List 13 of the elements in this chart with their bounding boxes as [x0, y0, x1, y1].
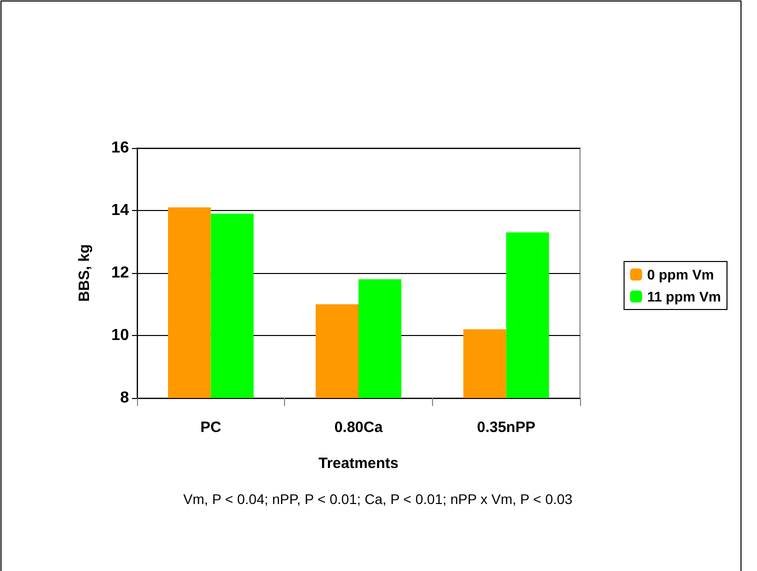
y-tick-label: 12: [111, 264, 130, 282]
text: Vm, P < 0.04; nPP, P < 0.01; Ca, P < 0.01; nPP x Vm, P < 0.03: [183, 491, 573, 507]
legend-label: 0 ppm Vm: [647, 266, 714, 282]
y-tick-label: 10: [111, 327, 130, 344]
y-tick-label: 8: [120, 390, 130, 406]
x-tick-label: PC: [200, 419, 222, 436]
x-axis-title: Treatments: [318, 455, 399, 472]
x-tick-label: 0.80Ca: [334, 419, 384, 436]
y-axis-title: BBS, kg: [76, 244, 93, 302]
y-tick-label: 14: [111, 202, 130, 219]
y-tick-label: 16: [111, 140, 130, 156]
x-tick-label: 0.35nPP: [476, 419, 536, 436]
legend-label: 11 ppm Vm: [647, 288, 722, 304]
